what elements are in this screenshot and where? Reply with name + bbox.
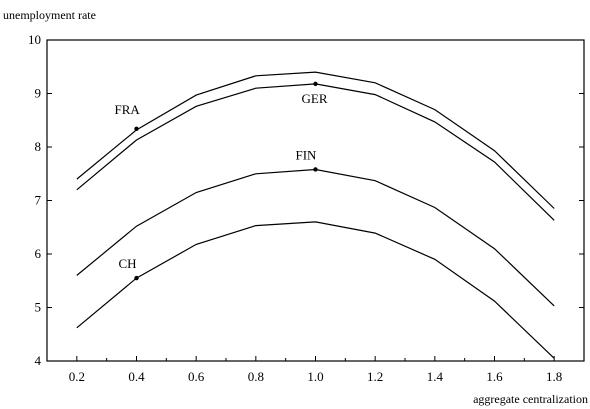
point-marker-fra bbox=[134, 126, 139, 132]
point-marker-fin bbox=[313, 167, 318, 172]
x-tick-label: 0.4 bbox=[128, 369, 145, 384]
y-tick-label: 4 bbox=[35, 353, 42, 368]
point-label-ger: GER bbox=[302, 91, 328, 106]
y-tick-label: 6 bbox=[35, 246, 42, 261]
point-label-fin: FIN bbox=[296, 147, 318, 162]
x-tick-label: 0.2 bbox=[69, 369, 85, 384]
y-axis-title: unemployment rate bbox=[3, 8, 96, 22]
series-line-3 bbox=[76, 168, 555, 307]
axes: 4 5 6 7 8 9 10 0.2 0.4 0.6 0.8 1.0 1.2 1.4 1.6 1.8 bbox=[28, 32, 585, 384]
x-tick-label: 1.6 bbox=[486, 369, 503, 384]
x-tick-label: 1.2 bbox=[367, 369, 383, 384]
x-axis-title: aggregate centralization bbox=[473, 392, 588, 406]
x-tick-label: 1.4 bbox=[427, 369, 444, 384]
y-tick-label: 5 bbox=[35, 300, 42, 315]
point-annotations: FRA GER FIN CH bbox=[115, 81, 328, 281]
x-tick-label: 0.8 bbox=[248, 369, 264, 384]
y-tick-label: 9 bbox=[35, 86, 42, 101]
point-label-fra: FRA bbox=[115, 102, 141, 117]
y-tick-label: 8 bbox=[35, 139, 42, 154]
point-marker-ger bbox=[313, 81, 318, 87]
y-tick-label: 7 bbox=[35, 193, 42, 208]
series-line-1 bbox=[76, 71, 555, 209]
x-tick-label: 1.8 bbox=[546, 369, 562, 384]
x-tick-label: 1.0 bbox=[307, 369, 323, 384]
point-marker-ch bbox=[134, 275, 139, 281]
y-tick-label: 10 bbox=[28, 32, 41, 47]
point-label-ch: CH bbox=[119, 256, 137, 271]
plot-frame bbox=[46, 39, 585, 362]
series-group bbox=[76, 71, 555, 359]
x-tick-label: 0.6 bbox=[188, 369, 205, 384]
series-line-4 bbox=[76, 221, 555, 359]
